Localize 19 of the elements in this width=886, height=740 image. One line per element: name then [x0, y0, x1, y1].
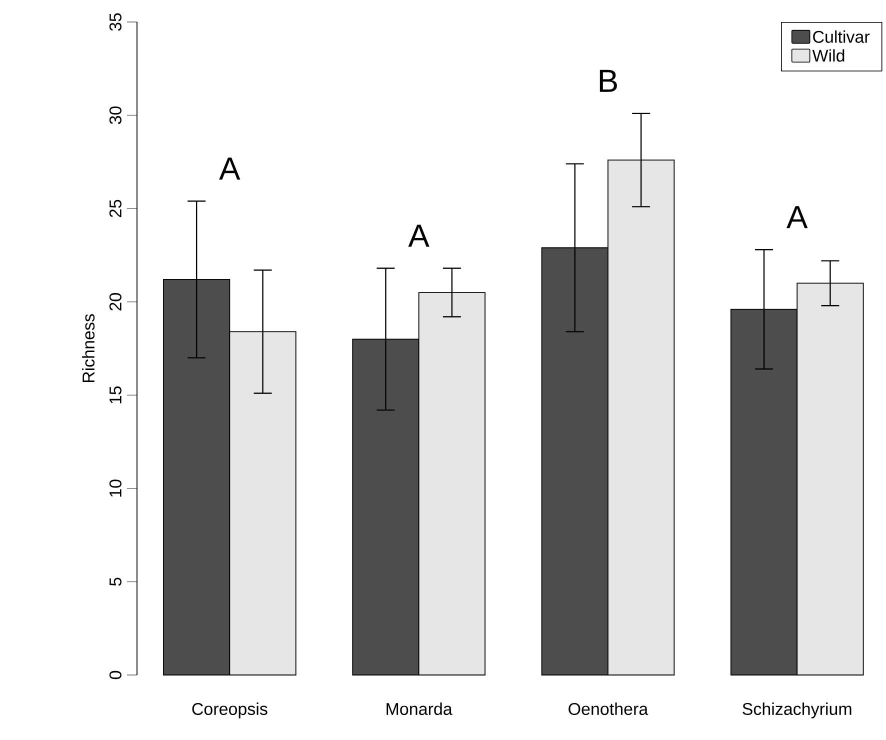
y-tick-label: 30: [109, 106, 122, 124]
x-tick-label: Oenothera: [568, 702, 648, 716]
y-tick-label: 10: [109, 480, 122, 497]
legend-label: Wild: [812, 49, 844, 62]
y-axis-title: Richness: [82, 314, 95, 382]
x-tick-label: Monarda: [386, 702, 452, 716]
annotation: A: [786, 206, 808, 228]
x-tick-label: Coreopsis: [192, 702, 268, 718]
x-tick-label: Schizachyrium: [742, 702, 852, 718]
y-tick-label: 15: [110, 386, 122, 404]
y-tick-label: 0: [109, 670, 122, 680]
y-tick-label: 20: [109, 293, 122, 310]
annotation: A: [219, 158, 240, 180]
legend-label: Cultivar: [813, 30, 870, 43]
y-tick-label: 25: [109, 200, 122, 218]
y-tick-label: 35: [109, 13, 122, 31]
annotation: B: [600, 70, 617, 92]
annotation: A: [408, 224, 430, 247]
y-tick-label: 5: [110, 578, 122, 586]
